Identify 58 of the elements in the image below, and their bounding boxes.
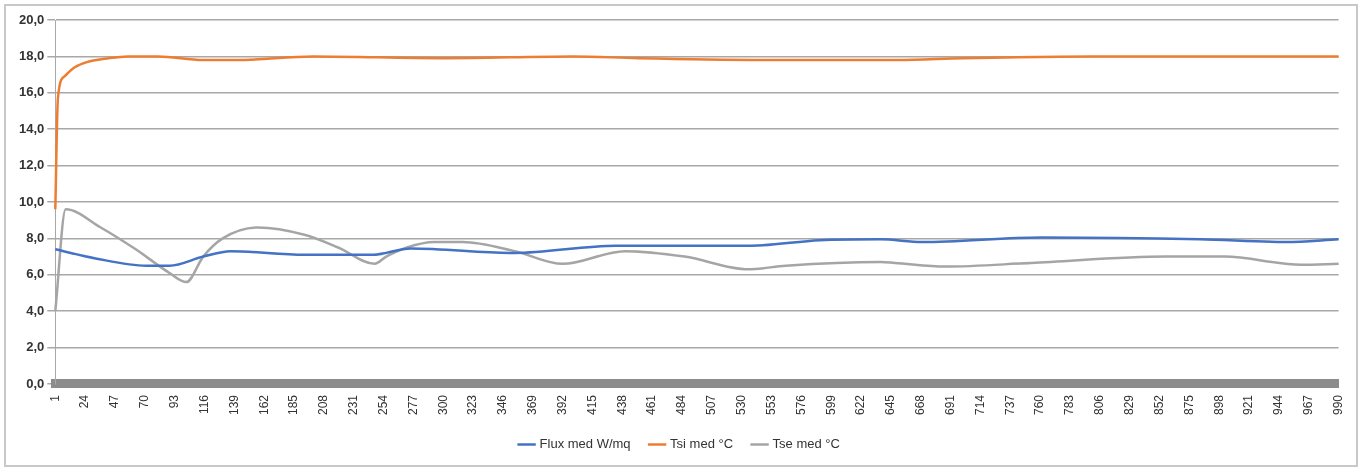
x-tick-label: 737 <box>1002 394 1017 416</box>
x-tick-label: 369 <box>525 394 540 416</box>
x-tick-label: 461 <box>644 394 659 416</box>
x-tick-label: 599 <box>823 394 838 416</box>
x-tick-label: 576 <box>793 394 808 416</box>
x-tick-label: 967 <box>1301 394 1316 416</box>
x-tick-label: 783 <box>1062 394 1077 416</box>
x-tick-label: 254 <box>375 394 390 416</box>
x-tick-label: 760 <box>1032 394 1047 416</box>
x-tick-label: 806 <box>1092 394 1107 416</box>
legend-label: Tse med °C <box>772 436 840 452</box>
x-tick-label: 645 <box>883 394 898 416</box>
x-tick-label: 392 <box>554 394 569 416</box>
x-tick-label: 231 <box>346 394 361 416</box>
y-tick-label: 16,0 <box>18 84 45 100</box>
x-tick-label: 553 <box>763 394 778 416</box>
x-tick-label: 415 <box>584 394 599 416</box>
x-tick-label: 668 <box>913 394 928 416</box>
x-tick-label: 162 <box>256 394 271 416</box>
x-tick-label: 277 <box>405 394 420 416</box>
x-tick-label: 208 <box>316 394 331 416</box>
x-tick-label: 93 <box>166 394 181 409</box>
x-tick-label: 346 <box>495 394 510 416</box>
x-tick-label: 875 <box>1181 394 1196 416</box>
x-tick-label: 898 <box>1211 394 1226 416</box>
x-tick-label: 714 <box>972 394 987 416</box>
x-tick-label: 622 <box>853 394 868 416</box>
x-tick-label: 921 <box>1241 394 1256 416</box>
y-tick-label: 10,0 <box>18 193 45 209</box>
x-tick-label: 139 <box>226 394 241 416</box>
x-tick-label: 829 <box>1122 394 1136 416</box>
x-tick-label: 24 <box>77 394 92 409</box>
y-tick-label: 8,0 <box>26 229 45 245</box>
x-tick-label: 185 <box>286 394 301 416</box>
x-tick-label: 300 <box>435 394 450 416</box>
x-tick-label: 47 <box>107 394 122 409</box>
x-tick-label: 116 <box>196 394 211 415</box>
y-tick-label: 12,0 <box>18 157 45 173</box>
x-tick-label: 944 <box>1271 394 1286 416</box>
y-tick-label: 18,0 <box>18 47 45 63</box>
y-tick-label: 2,0 <box>26 339 45 355</box>
y-tick-label: 4,0 <box>26 302 45 318</box>
legend-label: Tsi med °C <box>670 436 734 452</box>
y-tick-label: 0,0 <box>26 375 45 391</box>
y-tick-label: 20,0 <box>18 11 45 27</box>
x-tick-label: 691 <box>942 394 957 416</box>
legend-label: Flux med W/mq <box>539 436 631 452</box>
x-tick-label: 1 <box>47 394 62 402</box>
x-tick-label: 323 <box>465 394 480 416</box>
x-tick-label: 484 <box>674 394 689 416</box>
y-tick-label: 14,0 <box>18 120 45 136</box>
x-tick-label: 507 <box>704 394 719 416</box>
x-tick-label: 70 <box>137 394 152 409</box>
x-tick-label: 530 <box>734 394 749 416</box>
x-tick-label: 438 <box>614 394 629 416</box>
x-tick-label: 990 <box>1330 394 1345 416</box>
y-tick-label: 6,0 <box>26 266 45 282</box>
x-tick-label: 852 <box>1151 394 1166 416</box>
